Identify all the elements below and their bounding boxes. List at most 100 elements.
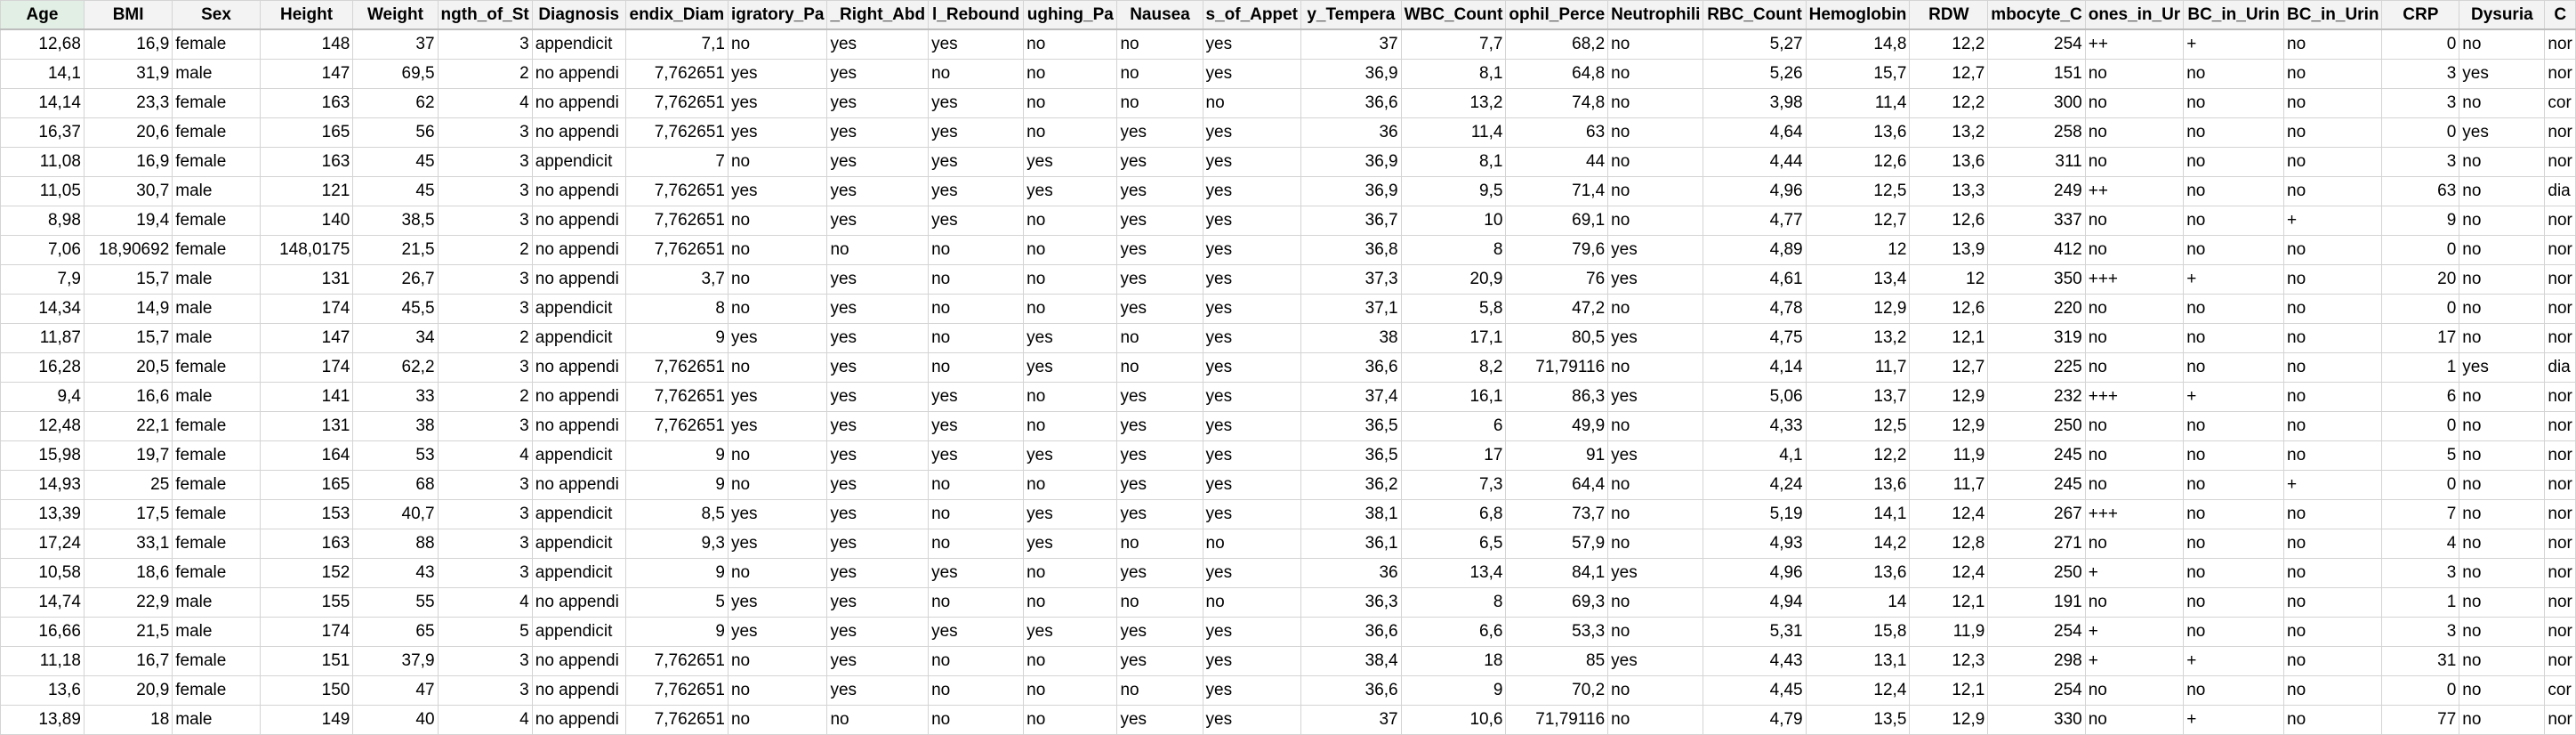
table-cell[interactable]: yes — [727, 381, 828, 412]
table-cell[interactable]: 15,7 — [1805, 58, 1911, 89]
table-cell[interactable]: 37 — [352, 28, 439, 60]
table-cell[interactable]: nor — [2544, 645, 2576, 676]
table-cell[interactable]: 21,5 — [352, 234, 439, 265]
table-cell[interactable]: 3 — [437, 175, 533, 206]
table-cell[interactable]: yes — [826, 528, 930, 559]
table-cell[interactable]: 36,6 — [1300, 616, 1402, 647]
table-cell[interactable]: no — [2459, 557, 2546, 588]
table-cell[interactable]: 13,2 — [1909, 117, 1989, 148]
table-cell[interactable]: 22,1 — [83, 410, 173, 441]
table-cell[interactable]: no — [2459, 586, 2546, 618]
table-cell[interactable]: 57,9 — [1505, 528, 1609, 559]
table-cell[interactable]: no — [727, 28, 828, 60]
table-cell[interactable]: no — [1202, 528, 1302, 559]
table-cell[interactable]: nor — [2544, 586, 2576, 618]
table-cell[interactable]: 7,762651 — [624, 58, 729, 89]
table-cell[interactable]: yes — [2459, 117, 2546, 148]
table-cell[interactable]: 13,5 — [1805, 704, 1911, 735]
table-cell[interactable]: 7,9 — [0, 263, 85, 295]
column-header[interactable]: BC_in_Urin — [2183, 0, 2284, 30]
table-cell[interactable]: yes — [826, 381, 930, 412]
table-cell[interactable]: 15,98 — [0, 440, 85, 471]
table-cell[interactable]: no appendi — [531, 410, 626, 441]
table-cell[interactable]: 3 — [437, 645, 533, 676]
table-cell[interactable]: male — [172, 616, 261, 647]
table-cell[interactable]: yes — [1116, 263, 1203, 295]
table-cell[interactable]: yes — [1116, 146, 1203, 177]
table-cell[interactable]: 12,7 — [1909, 58, 1989, 89]
table-cell[interactable]: female — [172, 205, 261, 236]
table-cell[interactable]: 4 — [437, 586, 533, 618]
table-cell[interactable]: 0 — [2381, 410, 2460, 441]
table-cell[interactable]: no — [2183, 293, 2284, 324]
table-cell[interactable]: appendicit — [531, 440, 626, 471]
table-cell[interactable]: no appendi — [531, 87, 626, 118]
table-cell[interactable]: no — [2183, 322, 2284, 353]
table-cell[interactable]: yes — [1023, 146, 1118, 177]
column-header[interactable]: RBC_Count — [1703, 0, 1807, 30]
table-cell[interactable]: 37,1 — [1300, 293, 1402, 324]
table-cell[interactable]: no — [727, 645, 828, 676]
table-cell[interactable]: female — [172, 410, 261, 441]
table-cell[interactable]: yes — [1202, 410, 1302, 441]
table-cell[interactable]: 21,5 — [83, 616, 173, 647]
table-cell[interactable]: no — [2183, 205, 2284, 236]
table-cell[interactable]: 4,24 — [1703, 469, 1807, 500]
table-cell[interactable]: yes — [1116, 704, 1203, 735]
table-cell[interactable]: 9,5 — [1400, 175, 1507, 206]
column-header[interactable]: Hemoglobin — [1805, 0, 1911, 30]
table-cell[interactable]: 12,9 — [1909, 704, 1989, 735]
table-cell[interactable]: yes — [826, 645, 930, 676]
table-cell[interactable]: yes — [928, 205, 1025, 236]
table-cell[interactable]: no — [1023, 293, 1118, 324]
table-cell[interactable]: no — [727, 704, 828, 735]
table-cell[interactable]: yes — [826, 410, 930, 441]
table-cell[interactable]: female — [172, 117, 261, 148]
table-cell[interactable]: yes — [928, 175, 1025, 206]
table-cell[interactable]: ++ — [2084, 175, 2185, 206]
table-cell[interactable]: no — [1607, 87, 1704, 118]
table-cell[interactable]: female — [172, 440, 261, 471]
table-cell[interactable]: yes — [1202, 469, 1302, 500]
table-cell[interactable]: 3 — [437, 498, 533, 529]
table-cell[interactable]: 3 — [2381, 58, 2460, 89]
table-cell[interactable]: yes — [1202, 293, 1302, 324]
table-cell[interactable]: 15,8 — [1805, 616, 1911, 647]
table-cell[interactable]: no — [2084, 146, 2185, 177]
table-cell[interactable]: male — [172, 704, 261, 735]
table-cell[interactable]: no — [928, 322, 1025, 353]
table-cell[interactable]: yes — [727, 322, 828, 353]
table-cell[interactable]: no — [1607, 175, 1704, 206]
table-cell[interactable]: 12,1 — [1909, 586, 1989, 618]
column-header[interactable]: ngth_of_St — [437, 0, 533, 30]
table-cell[interactable]: 163 — [259, 528, 354, 559]
table-cell[interactable]: 17,1 — [1400, 322, 1507, 353]
table-cell[interactable]: female — [172, 557, 261, 588]
table-cell[interactable]: no — [2459, 28, 2546, 60]
table-cell[interactable]: 12,6 — [1805, 146, 1911, 177]
table-cell[interactable]: 45,5 — [352, 293, 439, 324]
table-cell[interactable]: 12 — [1909, 263, 1989, 295]
table-cell[interactable]: no — [1607, 586, 1704, 618]
table-cell[interactable]: yes — [1202, 498, 1302, 529]
table-cell[interactable]: no — [2084, 322, 2185, 353]
table-cell[interactable]: 174 — [259, 616, 354, 647]
table-cell[interactable]: no — [2282, 28, 2383, 60]
table-cell[interactable]: no — [2282, 704, 2383, 735]
column-header[interactable]: y_Tempera — [1300, 0, 1402, 30]
table-cell[interactable]: 5 — [624, 586, 729, 618]
table-cell[interactable]: 86,3 — [1505, 381, 1609, 412]
table-cell[interactable]: nor — [2544, 381, 2576, 412]
table-cell[interactable]: no — [2459, 645, 2546, 676]
table-cell[interactable]: 3 — [437, 410, 533, 441]
table-cell[interactable]: yes — [1202, 381, 1302, 412]
table-cell[interactable]: nor — [2544, 58, 2576, 89]
table-cell[interactable]: 65 — [352, 616, 439, 647]
table-cell[interactable]: yes — [1023, 440, 1118, 471]
table-cell[interactable]: no — [2282, 528, 2383, 559]
table-cell[interactable]: 245 — [1987, 469, 2086, 500]
table-cell[interactable]: no — [2084, 586, 2185, 618]
table-cell[interactable]: male — [172, 175, 261, 206]
table-cell[interactable]: 0 — [2381, 117, 2460, 148]
table-cell[interactable]: 9 — [624, 469, 729, 500]
